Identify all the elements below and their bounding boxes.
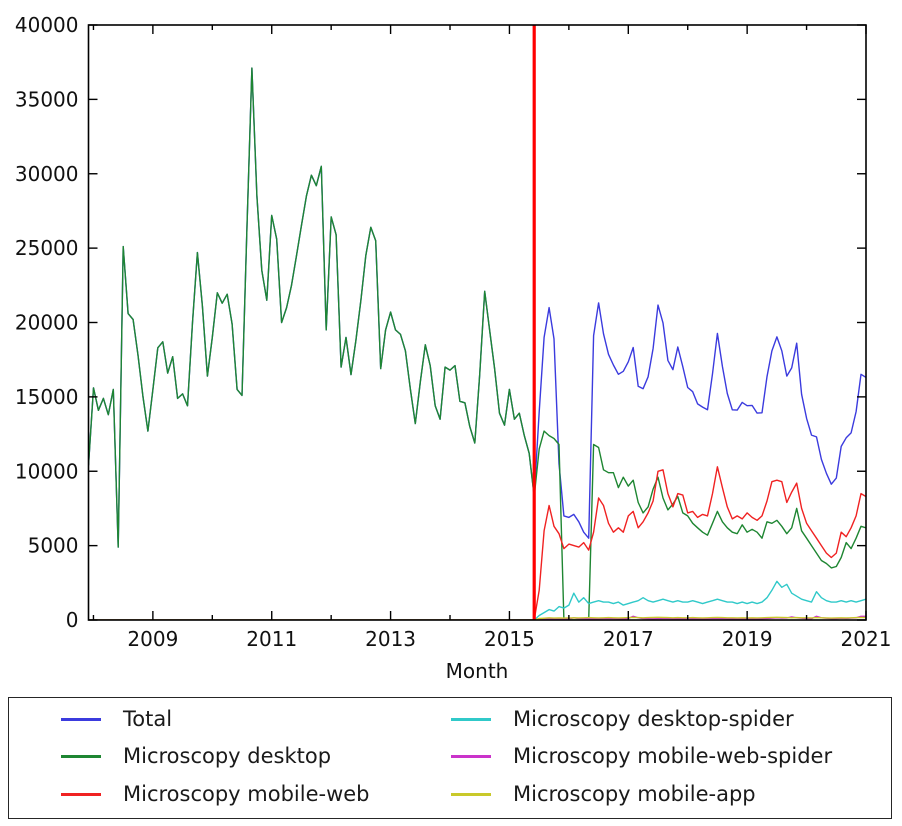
- y-tick-label: 20000: [15, 311, 79, 335]
- legend-line-sample-microscopy-mobile-web-spider: [451, 754, 491, 758]
- legend-entry-microscopy-desktop: Microscopy desktop: [61, 742, 331, 770]
- chart-canvas: 0 5000 10000 15000 20000 25000 30000 35000 40000…: [15, 13, 892, 651]
- legend-line-sample-total: [61, 717, 101, 721]
- x-tick-label: 2017: [603, 627, 654, 651]
- legend-line-sample-microscopy-desktop: [61, 754, 101, 758]
- x-axis-label: Month: [445, 659, 509, 683]
- x-tick-label: 2011: [246, 627, 297, 651]
- legend-entry-microscopy-mobile-app: Microscopy mobile-app: [451, 780, 756, 808]
- series-line-microscopy-desktop: [88, 67, 866, 620]
- legend-entry-microscopy-mobile-web: Microscopy mobile-web: [61, 780, 370, 808]
- x-tick-label: 2015: [484, 627, 535, 651]
- legend-label: Microscopy mobile-app: [513, 782, 756, 806]
- x-tick-label: 2013: [365, 627, 416, 651]
- x-tick-label: 2019: [722, 627, 773, 651]
- legend-label: Microscopy desktop-spider: [513, 707, 794, 731]
- series-line-total: [88, 67, 866, 548]
- legend-entry-microscopy-mobile-web-spider: Microscopy mobile-web-spider: [451, 742, 832, 770]
- chart-legend: Total Microscopy desktop Microscopy mobile…: [8, 697, 892, 819]
- y-tick-label: 25000: [15, 236, 79, 260]
- legend-entry-microscopy-desktop-spider: Microscopy desktop-spider: [451, 705, 794, 733]
- series-line-microscopy-mobile-web-spider: [88, 615, 866, 620]
- axis-tick-labels: 0 5000 10000 15000 20000 25000 30000 35000 40000…: [15, 13, 892, 651]
- legend-line-sample-microscopy-desktop-spider: [451, 717, 491, 721]
- series-line-microscopy-mobile-app: [88, 616, 866, 620]
- series-lines: [88, 67, 866, 620]
- y-tick-label: 5000: [28, 534, 79, 558]
- y-tick-label: 35000: [15, 87, 79, 111]
- legend-entry-total: Total: [61, 705, 172, 733]
- x-tick-label: 2009: [127, 627, 178, 651]
- x-tick-label: 2021: [841, 627, 892, 651]
- legend-label: Microscopy desktop: [123, 744, 332, 768]
- series-line-microscopy-desktop-spider: [88, 580, 866, 620]
- y-tick-label: 30000: [15, 162, 79, 186]
- y-tick-label: 10000: [15, 459, 79, 483]
- legend-label: Microscopy mobile-web: [123, 782, 370, 806]
- axis-ticks: [88, 24, 867, 621]
- legend-label: Microscopy mobile-web-spider: [513, 744, 833, 768]
- legend-line-sample-microscopy-mobile-web: [61, 792, 101, 796]
- series-line-microscopy-mobile-web: [88, 466, 866, 620]
- y-tick-label: 15000: [15, 385, 79, 409]
- y-tick-label: 0: [66, 608, 79, 632]
- y-tick-label: 40000: [15, 13, 79, 37]
- legend-label: Total: [123, 707, 173, 731]
- legend-line-sample-microscopy-mobile-app: [451, 792, 491, 796]
